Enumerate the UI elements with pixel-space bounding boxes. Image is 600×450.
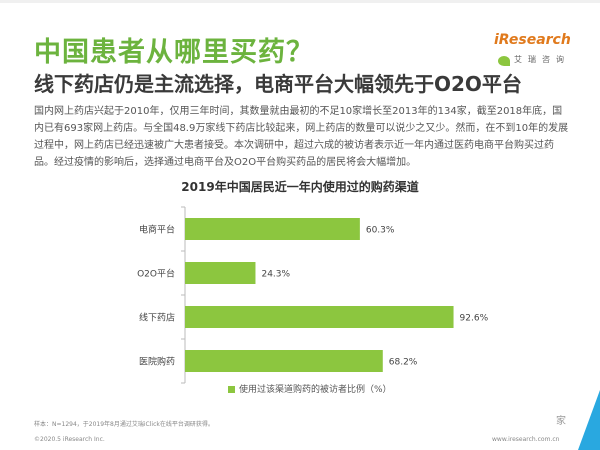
body-paragraph: 国内网上药店兴起于2010年，仅用三年时间，其数量就由最初的不足10家增长至20… [34, 106, 569, 168]
data-label: 92.6% [460, 314, 489, 324]
iresearch-logo: iResearch 艾瑞咨询 [494, 32, 574, 72]
copyright: ©2020.5 iResearch Inc. [34, 436, 105, 443]
chart-title: 2019年中国居民近一年内使用过的购药渠道 [181, 180, 419, 194]
page-subtitle: 线下药店仍是主流选择，电商平台大幅领先于O2O平台 [34, 72, 522, 96]
bar-1 [185, 262, 256, 284]
legend-label: 使用过该渠道购药的被访者比例（%） [239, 385, 392, 395]
legend-swatch [228, 386, 235, 393]
data-label: 60.3% [366, 226, 395, 236]
bar-2 [185, 306, 454, 328]
data-label: 24.3% [261, 270, 290, 280]
chart-legend: 使用过该渠道购药的被访者比例（%） [228, 382, 392, 395]
bar-0 [185, 218, 360, 240]
logo-cn: 艾瑞咨询 [514, 55, 570, 64]
logo-brand: iResearch [494, 32, 571, 48]
category-label: 医院购药 [139, 356, 175, 368]
bar-3 [185, 350, 383, 372]
category-label: 电商平台 [139, 224, 175, 236]
logo-dot-icon [498, 56, 510, 66]
category-label: O2O平台 [137, 268, 175, 280]
corner-mark: 家 [556, 416, 566, 427]
sample-note: 样本：N=1294，于2019年8月通过艾瑞iClick在线平台调研获得。 [34, 421, 214, 428]
top-rule [0, 0, 600, 3]
page-title: 中国患者从哪里买药？ [34, 37, 314, 68]
corner-decoration [578, 390, 600, 450]
category-label: 线下药店 [139, 312, 175, 324]
data-label: 68.2% [389, 358, 418, 368]
website-url: www.iresearch.com.cn [492, 436, 560, 443]
